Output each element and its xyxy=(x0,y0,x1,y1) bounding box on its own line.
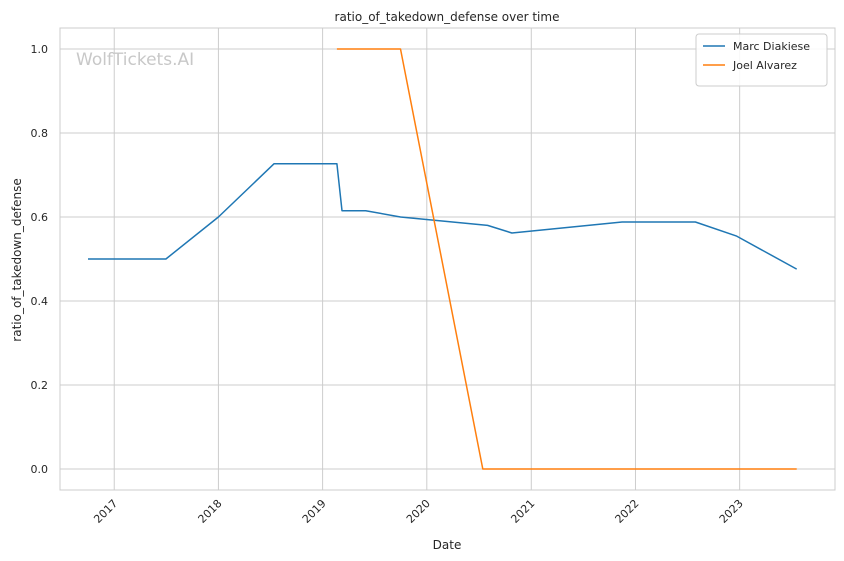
y-tick-label: 0.2 xyxy=(31,379,49,392)
series-line-2 xyxy=(336,48,797,470)
y-tick-label: 0.6 xyxy=(31,211,49,224)
legend: Marc Diakiese Joel Alvarez xyxy=(695,33,828,87)
legend-label: Joel Alvarez xyxy=(732,59,797,72)
legend-box xyxy=(695,33,828,87)
grid xyxy=(60,28,835,490)
x-tick-label: 2017 xyxy=(91,497,120,526)
x-tick-label: 2022 xyxy=(613,497,642,526)
x-tick-label: 2020 xyxy=(404,497,433,526)
y-tick-label: 0.0 xyxy=(31,463,49,476)
x-tick-label: 2018 xyxy=(196,497,225,526)
x-axis-label: Date xyxy=(433,538,462,552)
x-tick-label: 2019 xyxy=(300,497,329,526)
x-axis-ticks: 2017 2018 2019 2020 2021 2022 2023 xyxy=(91,497,745,526)
watermark: WolfTickets.AI xyxy=(76,50,194,70)
y-axis-ticks: 0.0 0.2 0.4 0.6 0.8 1.0 xyxy=(31,43,49,476)
y-tick-label: 1.0 xyxy=(31,43,49,56)
x-tick-label: 2023 xyxy=(717,497,746,526)
chart-title: ratio_of_takedown_defense over time xyxy=(335,10,560,24)
y-tick-label: 0.4 xyxy=(31,295,49,308)
y-axis-label: ratio_of_takedown_defense xyxy=(10,178,24,341)
legend-label: Marc Diakiese xyxy=(733,40,810,53)
series-line-1 xyxy=(88,162,798,270)
x-tick-label: 2021 xyxy=(508,497,537,526)
y-tick-label: 0.8 xyxy=(31,127,49,140)
plot-frame xyxy=(59,27,836,491)
series-lines xyxy=(88,48,798,470)
